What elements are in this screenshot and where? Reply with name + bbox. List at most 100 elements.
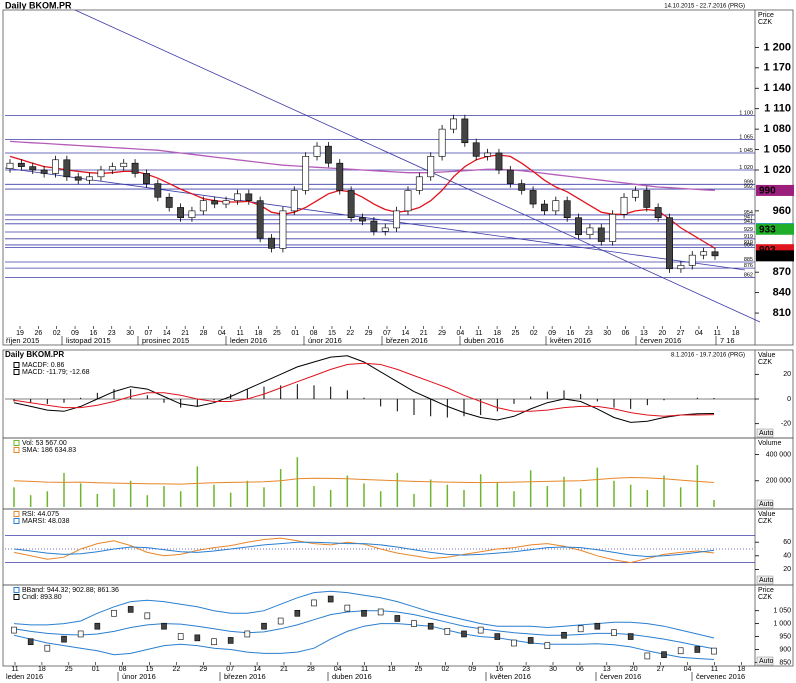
- candle-body: [268, 237, 275, 249]
- candle-body: [233, 193, 241, 201]
- scale-button-label: Auto: [759, 430, 774, 437]
- legend-icon: [13, 362, 20, 368]
- x-tick-label: 22: [173, 666, 181, 673]
- scale-button[interactable]: [756, 656, 774, 666]
- y-tick-label: 60: [783, 539, 791, 546]
- x-tick-label: 07: [383, 330, 391, 337]
- close-mark: [294, 609, 301, 617]
- x-tick-label: 18: [38, 666, 46, 673]
- level-label: 906: [744, 243, 753, 249]
- candle-body: [97, 169, 105, 178]
- x-tick-label: 21: [420, 330, 428, 337]
- x-tick-label: 23: [585, 330, 593, 337]
- price-tag-label: 990: [759, 186, 776, 197]
- close-mark: [77, 630, 84, 638]
- level-label: 876: [744, 263, 753, 269]
- x-tick-label: 30: [126, 330, 134, 337]
- x-tick-label: 25: [273, 330, 281, 337]
- candle-body: [177, 207, 184, 218]
- x-tick-label: 30: [603, 330, 611, 337]
- x-tick-label: 25: [512, 330, 520, 337]
- scale-button-label: Auto: [759, 577, 774, 584]
- axis-label: CZK: [758, 518, 772, 525]
- x-tick-label: 02: [442, 666, 450, 673]
- close-mark: [94, 622, 101, 630]
- x-tick-label: 09: [71, 330, 79, 337]
- x-tick-label: 30: [549, 666, 557, 673]
- y-tick-label: 950: [779, 633, 791, 640]
- y-tick-label: 20: [783, 371, 791, 378]
- x-tick-label: 11: [714, 330, 721, 337]
- panel-frame: [2, 584, 794, 667]
- axis-label: Value: [758, 352, 775, 359]
- candle-body: [222, 200, 230, 205]
- y-tick-label: 200 000: [766, 478, 791, 485]
- x-tick-label: 11: [361, 666, 368, 673]
- x-tick-label: 20: [630, 666, 638, 673]
- candle-body: [666, 217, 673, 270]
- x-tick-label: 29: [365, 330, 373, 337]
- y-tick-label: 20: [783, 566, 791, 573]
- close-mark: [327, 595, 334, 603]
- panel-title: Daily BKOM.PR: [5, 350, 64, 359]
- scale-button[interactable]: [756, 428, 774, 438]
- level-label: 999: [744, 179, 753, 185]
- close-mark: [611, 629, 617, 636]
- candle-body: [245, 193, 253, 201]
- candle-body: [575, 217, 582, 236]
- close-mark: [377, 608, 384, 616]
- y-tick-label: 1 170: [763, 62, 791, 74]
- x-tick-label: 11: [475, 330, 482, 337]
- level-label: 910: [744, 240, 753, 246]
- candle-body: [563, 200, 571, 218]
- close-mark: [444, 628, 451, 635]
- x-tick-label: 26: [34, 330, 42, 337]
- candle-body: [643, 190, 651, 208]
- x-tick-label: 14: [163, 330, 171, 337]
- level-label: 1 100: [739, 110, 753, 116]
- x-tick-label: 06: [576, 666, 584, 673]
- sma-line: [13, 476, 715, 485]
- legend-label: MACD: -11.79; -12.68: [22, 369, 90, 376]
- candle-body: [63, 159, 71, 178]
- axis-label: CZK: [758, 359, 772, 366]
- x-tick-label: 27: [657, 666, 665, 673]
- x-tick-label: 23: [522, 666, 530, 673]
- level-label: 947: [744, 215, 753, 221]
- candle-body: [472, 142, 480, 157]
- month-label: duben 2016: [464, 336, 504, 345]
- close-mark: [427, 622, 434, 630]
- candle-body: [52, 159, 59, 174]
- x-tick-label: 13: [603, 666, 611, 673]
- candle-body: [506, 169, 514, 184]
- scale-button[interactable]: [756, 575, 774, 585]
- candle-body: [256, 200, 264, 239]
- candle-body: [700, 251, 708, 256]
- candle-body: [677, 265, 685, 270]
- candle-body: [609, 213, 617, 242]
- y-tick-label: 810: [773, 307, 791, 319]
- axis-label: CZK: [758, 594, 772, 601]
- date-range: 14.10.2015 - 22.7.2016 (PRG): [664, 4, 745, 10]
- level-label: 1 045: [739, 148, 753, 154]
- marsi-line: [13, 541, 715, 558]
- axis-label: Price: [758, 587, 774, 594]
- candle-body: [108, 166, 116, 171]
- close-mark: [227, 637, 234, 644]
- x-tick-label: 21: [181, 330, 189, 337]
- close-mark: [144, 612, 151, 620]
- candle-body: [120, 162, 128, 167]
- close-mark: [277, 617, 284, 625]
- level-label: 885: [744, 257, 753, 263]
- x-tick-label: 19: [16, 330, 24, 337]
- trend-line: [74, 9, 761, 323]
- scale-button[interactable]: [756, 499, 774, 509]
- close-mark: [344, 604, 351, 612]
- x-tick-label: 18: [255, 330, 263, 337]
- month-label: říjen 2015: [6, 336, 39, 345]
- x-tick-label: 15: [328, 330, 336, 337]
- axis-label: CZK: [758, 19, 772, 26]
- close-mark: [494, 633, 501, 640]
- x-tick-label: 18: [732, 330, 740, 337]
